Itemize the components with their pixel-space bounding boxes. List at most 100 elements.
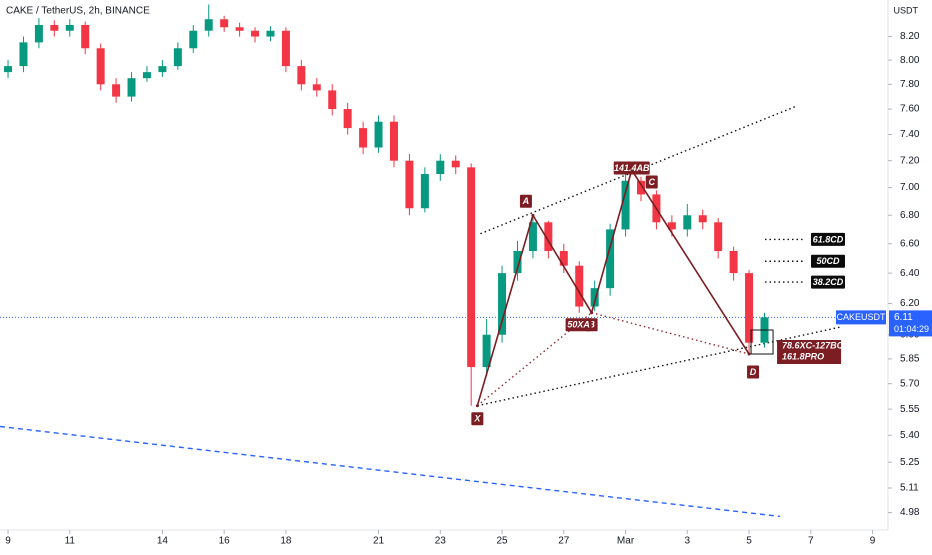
ratio-label-text: 141.4AB [614,163,650,173]
symbol-label: CAKEUSDT [836,312,886,322]
candle-body [65,24,74,31]
candle-body [436,160,445,175]
x-tick-label: 7 [808,536,814,547]
y-tick-label: 5.55 [900,404,920,415]
trend-line [591,312,750,355]
x-tick-label: 27 [558,536,570,547]
candle-body [636,180,645,195]
candle-body [667,222,676,230]
y-tick-label: 8.20 [900,31,920,42]
candle-body [621,180,630,230]
ratio-label: 50XA [565,318,592,332]
candle-body [389,121,398,161]
candle-body [343,109,352,129]
level-label-text: 50CD [816,256,840,266]
y-tick-label: 5.25 [900,457,920,468]
pattern-point [475,404,479,408]
level-label-box [811,254,845,268]
pattern-leg [590,169,633,313]
candle-body [142,72,151,79]
candle-body [528,222,537,252]
y-tick-label: 7.00 [900,182,920,193]
candle-body [4,66,13,73]
point-label: C [645,175,658,189]
point-label-box [519,194,532,208]
point-label: A [519,194,532,208]
candle-body [204,19,213,31]
candle-body [189,30,198,49]
point-label-text: B [588,320,595,330]
y-tick-label: 6.60 [900,238,920,249]
prz-box [750,329,774,355]
candle-body [590,288,599,307]
candle-body [127,78,136,97]
y-tick-label: 5.40 [900,430,920,441]
y-tick-label: 7.20 [900,155,920,166]
candle-body [235,27,244,31]
x-tick-label: 18 [280,536,292,547]
level-label-box [811,232,845,246]
candle-body [50,24,59,31]
level-label: 61.8CD [811,232,845,246]
candle-body [173,48,182,67]
x-tick-label: 5 [746,536,752,547]
candle-body [220,19,229,28]
point-label-box [471,412,484,426]
trend-line [477,326,842,407]
candle-body [297,66,306,85]
point-label-text: C [648,177,655,187]
candle-body [96,48,105,85]
level-label-text: 38.2CD [813,277,844,287]
candle-body [544,222,553,252]
x-tick-label: Mar [617,536,635,547]
candle-body [575,265,584,307]
level-label-text: 61.8CD [813,234,844,244]
candle-body [498,273,507,335]
y-tick-label: 7.60 [900,104,920,115]
candle-body [281,30,290,67]
candle-body [606,229,615,289]
chart-title: CAKE / TetherUS, 2h, BINANCE [6,6,150,17]
ratio-label-box [613,161,650,175]
candle-body [451,160,460,168]
point-label-text: A [522,196,530,206]
x-tick-label: 23 [435,536,447,547]
price-label: 6.11 [894,312,913,323]
price-box [889,310,932,337]
ratio-label: 141.4AB [613,161,650,175]
x-tick-label: 3 [685,536,691,547]
y-tick-label: 6.40 [900,268,920,279]
candle-body [19,42,28,67]
candle-body [312,84,321,91]
point-label: X [471,412,484,426]
y-tick-label: 6.80 [900,210,920,221]
y-tick-label: 7.80 [900,79,920,90]
y-tick-label: 8.00 [900,55,920,66]
pattern-point [531,213,535,217]
level-label: 38.2CD [811,275,845,289]
countdown-label: 01:04:29 [894,324,929,334]
pattern-leg [532,214,593,314]
candle-body [683,215,692,230]
x-tick-label: 21 [373,536,385,547]
candle-body [112,84,121,97]
candle-body [328,90,337,110]
currency: USDT [894,5,919,15]
point-label: D [747,365,760,379]
y-tick-label: 5.70 [900,378,920,389]
y-tick-label: 5.11 [900,483,919,494]
pattern-point [747,352,751,356]
pattern-point [590,311,594,315]
x-tick-label: 9 [5,536,11,547]
candle-body [158,66,167,73]
point-label-text: X [473,414,481,424]
trend-line [0,425,781,518]
ratio-label-text: 50XA [567,320,590,330]
y-tick-label: 7.40 [900,129,920,140]
candle-body [482,334,491,368]
candle-body [266,30,275,37]
point-label-box [645,175,658,189]
x-tick-label: 11 [65,536,76,547]
